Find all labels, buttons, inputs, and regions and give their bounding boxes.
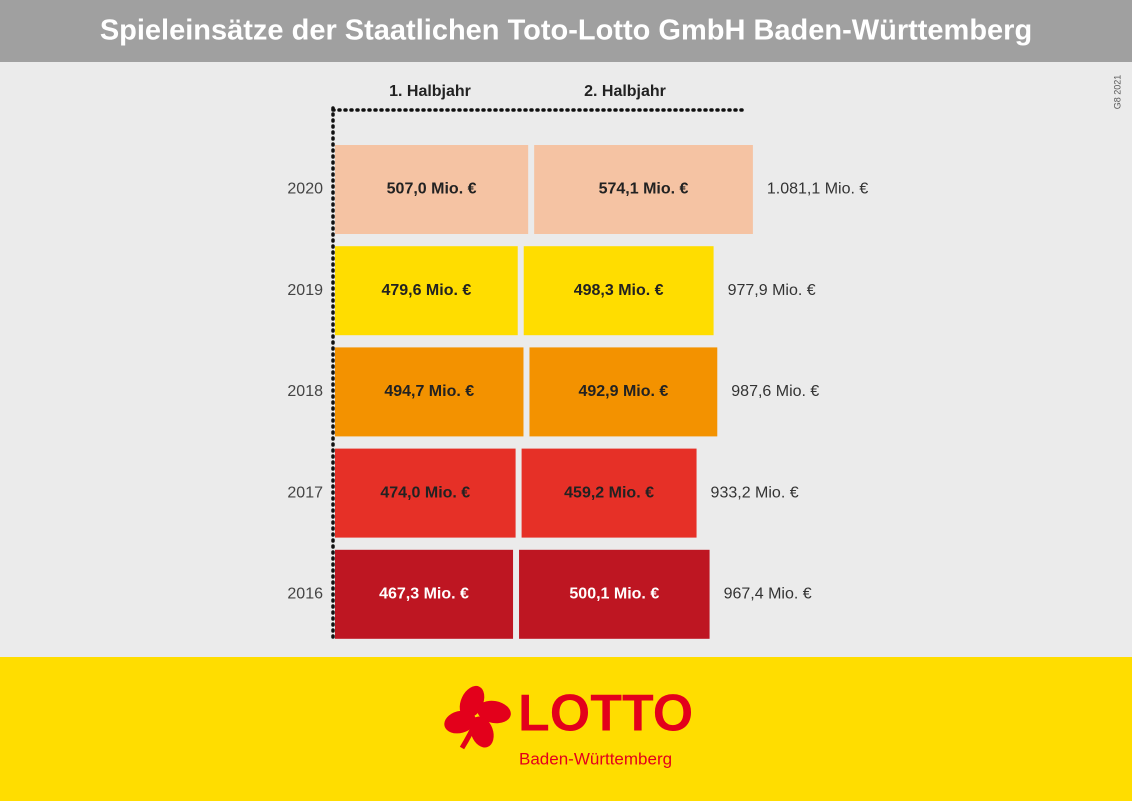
y-tick-label: 2019 <box>287 282 323 299</box>
value-label: 500,1 Mio. € <box>569 586 659 603</box>
logo-subtext: Baden-Württemberg <box>519 749 672 768</box>
bar-segment <box>335 347 524 437</box>
page-title: Spieleinsätze der Staatlichen Toto-Lotto… <box>100 15 1032 47</box>
y-tick-label: 2016 <box>287 586 323 603</box>
total-label: 1.081,1 Mio. € <box>767 181 869 198</box>
y-tick-label: 2017 <box>287 484 323 501</box>
value-label: 467,3 Mio. € <box>379 586 469 603</box>
header-bar <box>0 0 1132 62</box>
legend-label: 2. Halbjahr <box>584 83 666 100</box>
total-label: 967,4 Mio. € <box>724 586 812 603</box>
value-label: 479,6 Mio. € <box>381 282 471 299</box>
bar-segment <box>521 448 697 538</box>
bar-segment <box>335 145 529 234</box>
value-label: 574,1 Mio. € <box>599 181 689 198</box>
legend-label: 1. Halbjahr <box>389 83 471 100</box>
bar-segment <box>519 549 710 639</box>
value-label: 498,3 Mio. € <box>574 282 664 299</box>
bar-segment <box>534 145 753 234</box>
value-label: 494,7 Mio. € <box>384 383 474 400</box>
total-label: 977,9 Mio. € <box>728 282 816 299</box>
y-tick-label: 2018 <box>287 383 323 400</box>
y-tick-label: 2020 <box>287 181 323 198</box>
total-label: 987,6 Mio. € <box>731 383 819 400</box>
value-label: 474,0 Mio. € <box>380 484 470 501</box>
total-label: 933,2 Mio. € <box>711 484 799 501</box>
bar-segment <box>335 246 518 336</box>
code: G8 2021 <box>1112 75 1122 110</box>
value-label: 459,2 Mio. € <box>564 484 654 501</box>
value-label: 492,9 Mio. € <box>578 383 668 400</box>
bar-segment <box>523 246 714 336</box>
logo-text: LOTTO <box>518 685 693 743</box>
bar-segment <box>529 347 718 437</box>
value-label: 507,0 Mio. € <box>387 181 477 198</box>
bar-segment <box>335 549 514 639</box>
footer-bar <box>0 657 1132 801</box>
bar-segment <box>335 448 516 538</box>
logo-clover <box>444 685 511 750</box>
